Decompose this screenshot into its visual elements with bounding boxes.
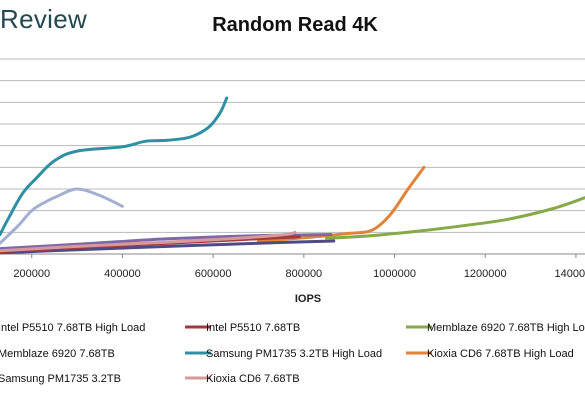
legend: Intel P5510 7.68TB High Load Intel P5510 … — [0, 322, 585, 385]
legend-label: Memblaze 6920 7.68TB High Load — [427, 322, 585, 334]
series-line — [0, 96, 229, 236]
legend-label: Intel P5510 7.68TB High Load — [0, 322, 145, 334]
series-line — [257, 165, 426, 243]
x-tick-label: 400000 — [104, 268, 141, 280]
site-logo: Review — [0, 4, 88, 34]
legend-label: Samsung PM1735 3.2TB High Load — [206, 348, 382, 360]
legend-label: Intel P5510 7.68TB — [206, 322, 300, 334]
legend-label: Samsung PM1735 3.2TB — [0, 373, 121, 385]
series-line — [325, 196, 585, 240]
series-line — [0, 239, 336, 255]
x-tick-label: 200000 — [13, 268, 50, 280]
x-tick-label: 1000000 — [373, 268, 416, 280]
x-tick-label: 1400000 — [555, 268, 585, 280]
x-axis-label: IOPS — [295, 293, 321, 305]
series-line — [0, 230, 297, 253]
series-line — [0, 187, 124, 245]
legend-label: Kioxia CD6 7.68TB — [206, 373, 300, 385]
x-tick-label: 600000 — [195, 268, 232, 280]
legend-label: Memblaze 6920 7.68TB — [0, 348, 115, 360]
series-lines — [0, 96, 585, 255]
chart-title: Random Read 4K — [212, 14, 378, 36]
x-tick-label: 800000 — [285, 268, 322, 280]
x-tick-label: 1200000 — [464, 268, 507, 280]
gridlines — [0, 58, 585, 233]
x-tick-labels: 200000 400000 600000 800000 1000000 1200000 14… — [13, 254, 585, 280]
legend-label: Kioxia CD6 7.68TB High Load — [427, 348, 574, 360]
